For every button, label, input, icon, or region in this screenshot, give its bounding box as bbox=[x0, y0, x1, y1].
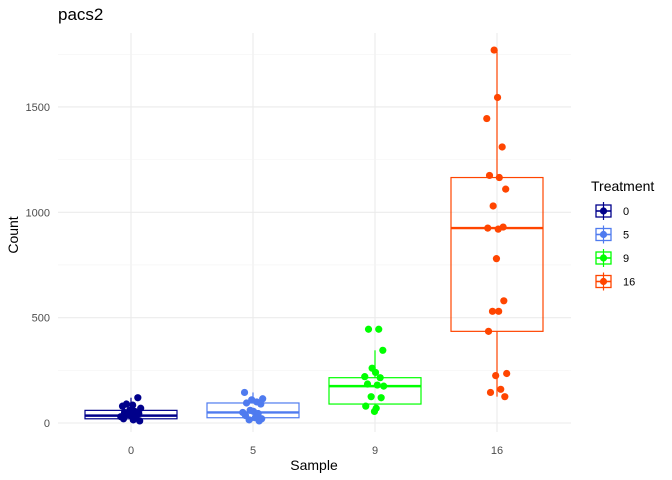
data-point bbox=[364, 325, 373, 333]
data-point bbox=[498, 143, 506, 151]
data-point bbox=[373, 381, 381, 389]
data-point bbox=[497, 385, 505, 393]
y-axis-ticks: 0 500 1000 1500 bbox=[26, 102, 50, 430]
data-point bbox=[255, 417, 263, 425]
data-point bbox=[484, 224, 492, 232]
data-point bbox=[129, 401, 137, 409]
x-axis-label: Sample bbox=[290, 457, 338, 473]
data-point bbox=[490, 46, 498, 54]
data-point bbox=[492, 371, 500, 380]
legend-key-point bbox=[599, 254, 608, 262]
data-point bbox=[501, 393, 509, 401]
data-point bbox=[367, 393, 375, 401]
legend: Treatment 0 5 9 16 bbox=[591, 178, 654, 291]
legend-key-point bbox=[599, 207, 608, 215]
data-point bbox=[257, 400, 265, 408]
data-point bbox=[361, 373, 369, 381]
y-tick-label: 500 bbox=[32, 313, 50, 325]
x-tick-label: 0 bbox=[128, 445, 134, 457]
y-axis-label: Count bbox=[5, 216, 21, 253]
legend-key-point bbox=[599, 277, 608, 286]
data-point bbox=[118, 402, 127, 410]
data-point bbox=[485, 171, 494, 180]
data-point bbox=[489, 202, 497, 210]
boxes bbox=[84, 50, 544, 422]
data-point bbox=[380, 382, 388, 390]
data-point bbox=[483, 114, 491, 123]
data-point bbox=[371, 368, 380, 377]
legend-label: 9 bbox=[623, 253, 629, 265]
data-point bbox=[502, 185, 510, 193]
legend-label: 0 bbox=[623, 206, 629, 218]
data-point bbox=[242, 399, 251, 407]
legend-label: 16 bbox=[623, 277, 635, 289]
data-point bbox=[119, 415, 128, 423]
data-point bbox=[377, 394, 385, 402]
data-point bbox=[379, 346, 387, 354]
data-point bbox=[493, 93, 502, 102]
data-point bbox=[488, 307, 497, 315]
data-point bbox=[500, 297, 508, 305]
x-tick-label: 16 bbox=[491, 445, 503, 457]
legend-title: Treatment bbox=[591, 178, 654, 194]
data-point bbox=[494, 225, 502, 233]
data-point bbox=[129, 416, 137, 424]
data-point bbox=[363, 380, 372, 388]
legend-key-point bbox=[599, 230, 608, 239]
data-points bbox=[117, 46, 511, 425]
y-tick-label: 1500 bbox=[26, 102, 50, 114]
data-point bbox=[486, 388, 495, 397]
data-point bbox=[484, 327, 493, 335]
grid bbox=[58, 33, 571, 432]
data-point bbox=[375, 325, 383, 333]
data-point bbox=[503, 369, 511, 378]
y-tick-label: 1000 bbox=[26, 207, 50, 219]
data-point bbox=[376, 374, 384, 382]
data-point bbox=[492, 255, 501, 263]
legend-label: 5 bbox=[623, 230, 629, 242]
x-tick-label: 5 bbox=[250, 445, 256, 457]
y-tick-label: 0 bbox=[44, 418, 50, 430]
chart-title: pacs2 bbox=[58, 5, 103, 24]
x-tick-label: 9 bbox=[372, 445, 378, 457]
data-point bbox=[495, 307, 503, 315]
x-axis-ticks: 0 5 9 16 bbox=[128, 445, 503, 457]
data-point bbox=[245, 416, 253, 424]
data-point bbox=[362, 402, 370, 410]
data-point bbox=[495, 173, 503, 182]
data-point bbox=[134, 394, 142, 402]
data-point bbox=[370, 407, 379, 416]
data-point bbox=[136, 417, 144, 425]
box bbox=[328, 377, 422, 405]
data-point bbox=[240, 388, 249, 397]
